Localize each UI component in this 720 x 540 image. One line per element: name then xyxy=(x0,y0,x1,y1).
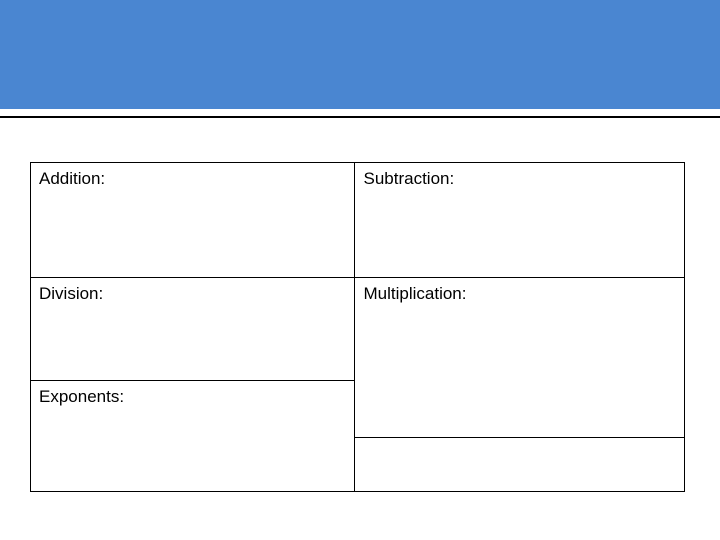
slide: Addition: Subtraction: Division: Multipl… xyxy=(0,0,720,540)
title-header-bar xyxy=(0,0,720,109)
cell-addition: Addition: xyxy=(31,163,355,278)
cell-subtraction: Subtraction: xyxy=(355,163,685,278)
cell-division: Division: xyxy=(31,278,355,381)
table-row: Addition: Subtraction: xyxy=(31,163,685,278)
title-header-underline xyxy=(0,116,720,118)
cell-multiplication: Multiplication: xyxy=(355,278,685,438)
cell-blank xyxy=(355,438,685,492)
table-row: Division: Multiplication: xyxy=(31,278,685,381)
operations-table: Addition: Subtraction: Division: Multipl… xyxy=(30,162,685,492)
cell-exponents: Exponents: xyxy=(31,381,355,492)
